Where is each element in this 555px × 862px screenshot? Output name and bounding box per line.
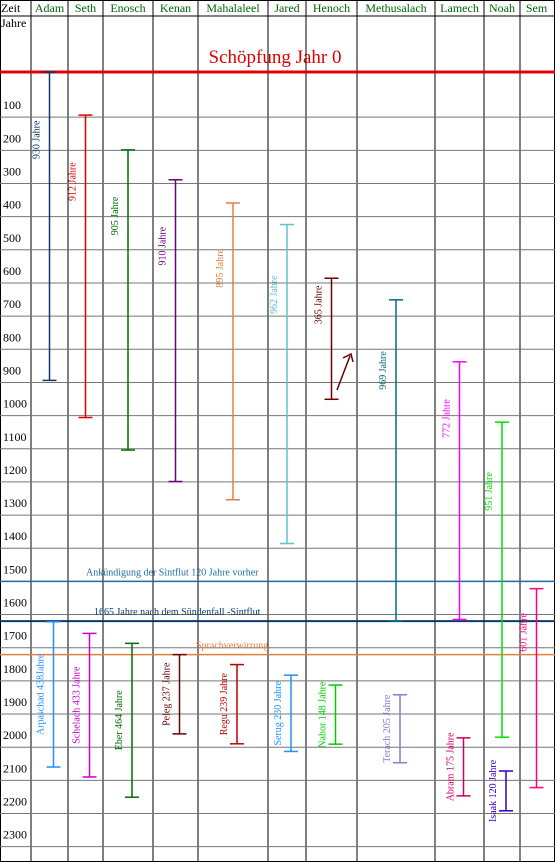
lifespan-label: Abram 175 Jahre — [446, 732, 457, 801]
y-tick-label: 500 — [3, 231, 21, 245]
lifespan-label: 951 Jahre — [484, 472, 495, 511]
lifespans: 930 Jahre 912 Jahre 905 Jahre 910 Jahre 895 … — [32, 71, 544, 822]
title: Schöpfung Jahr 0 — [209, 47, 342, 68]
column-header: Henoch — [313, 1, 350, 15]
lifespan: 930 Jahre — [32, 71, 57, 382]
y-tick-label: 400 — [3, 198, 21, 212]
later-lifespan: Serug 230 Jahre — [273, 674, 298, 753]
column-header: Enosch — [110, 1, 145, 15]
lifespan-label: Nahor 148 Jahre — [318, 681, 329, 748]
y-tick-label: 1500 — [3, 562, 27, 576]
lifespan: 772 Jahre — [442, 361, 467, 621]
lifespan-label: Terach 205 Jahre — [382, 694, 393, 763]
later-lifespan: Eber 464 Jahre — [114, 642, 139, 798]
later-lifespan: Isaak 120 Jahre — [488, 759, 513, 822]
enoch-arrow-shaft — [336, 355, 351, 391]
lifespan-label: 910 Jahre — [158, 226, 169, 265]
lifespan-label: Schelach 433 Jahre — [72, 666, 83, 744]
later-lifespan: Schelach 433 Jahre — [72, 632, 97, 778]
event-label: Ankündigung der Sintflut 120 Jahre vorhe… — [86, 567, 259, 578]
lifespan-label: Regu 239 Jahre — [219, 673, 230, 736]
lifespan-label: Eber 464 Jahre — [114, 690, 125, 751]
lifespan-label: Serug 230 Jahre — [273, 681, 284, 746]
lifespan: 912 Jahre — [68, 114, 93, 419]
x-axis-label: Zeit — [1, 1, 21, 15]
y-tick-label: 700 — [3, 297, 21, 311]
y-tick-label: 900 — [3, 363, 21, 377]
lifespan: 365 Jahre — [314, 277, 339, 401]
y-tick-label: 2300 — [3, 828, 27, 842]
enoch-arrow — [336, 352, 354, 391]
lifespan-label: 912 Jahre — [68, 162, 79, 201]
lifespan-label: 365 Jahre — [314, 285, 325, 324]
y-axis-label: Jahre — [1, 16, 26, 30]
later-lifespan: Peleg 237 Jahre — [162, 653, 187, 735]
column-header: Noah — [489, 1, 515, 15]
y-tick-label: 300 — [3, 164, 21, 178]
lifespan-label: 601 Jahre — [519, 613, 530, 652]
lifespan: 601 Jahre — [519, 587, 544, 789]
column-header: Kenan — [160, 1, 191, 15]
enoch-arrow-head — [342, 352, 354, 363]
later-lifespan: Abram 175 Jahre — [446, 732, 471, 801]
y-tick-label: 1700 — [3, 629, 27, 643]
column-header: Methusalach — [365, 1, 426, 15]
lifespan-label: Arpaschad 438Jahre — [36, 653, 47, 735]
y-tick-label: 2200 — [3, 795, 27, 809]
lifespan: 962 Jahre — [269, 223, 294, 545]
y-tick-label: 1600 — [3, 596, 27, 610]
y-tick-label: 600 — [3, 264, 21, 278]
column-header: Mahalaleel — [206, 1, 260, 15]
y-tick-label: 1300 — [3, 496, 27, 510]
lifespan-label: 772 Jahre — [442, 399, 453, 438]
lifespan: 951 Jahre — [484, 421, 509, 738]
column-header: Sem — [526, 1, 548, 15]
lifespan-label: 969 Jahre — [378, 351, 389, 390]
event-label: 1665 Jahre nach dem Sündenfall -Sintflut — [94, 607, 261, 618]
lifespan-label: Isaak 120 Jahre — [488, 759, 499, 822]
lifespan-label: 962 Jahre — [269, 275, 280, 314]
events: Ankündigung der Sintflut 120 Jahre vorhe… — [0, 567, 555, 656]
y-tick-label: 1100 — [3, 430, 27, 444]
y-tick-label: 1800 — [3, 662, 27, 676]
y-tick-label: 100 — [3, 98, 21, 112]
lifespan-label: Peleg 237 Jahre — [162, 662, 173, 726]
y-tick-label: 1900 — [3, 695, 27, 709]
lifespan-label: 905 Jahre — [110, 196, 121, 235]
event-label: Sprachverwirrung — [196, 641, 268, 652]
column-headers: Adam Seth Enosch Kenan Mahalaleel Jared Henoch… — [35, 1, 548, 15]
column-header: Adam — [35, 1, 65, 15]
y-tick-label: 2000 — [3, 728, 27, 742]
y-tick-labels: 100 200 300 400 500 600 700 800 900 1000 1100 1200 1… — [3, 98, 27, 862]
lifespan: 910 Jahre — [158, 179, 183, 483]
lifespan-label: 930 Jahre — [32, 120, 43, 159]
later-lifespan: Terach 205 Jahre — [382, 693, 407, 764]
y-tick-label: 1000 — [3, 397, 27, 411]
later-lifespan: Regu 239 Jahre — [219, 663, 244, 745]
lifespan: 969 Jahre — [378, 299, 403, 622]
later-lifespan: Arpaschad 438Jahre — [36, 621, 61, 768]
y-tick-label: 1200 — [3, 463, 27, 477]
y-tick-label: 800 — [3, 330, 21, 344]
y-tick-label: 1400 — [3, 529, 27, 543]
column-header: Jared — [274, 1, 299, 15]
lifespan-label: 895 Jahre — [215, 248, 226, 287]
lifespan: 895 Jahre — [215, 202, 240, 501]
y-tick-label: 200 — [3, 131, 21, 145]
y-tick-label: 2100 — [3, 761, 27, 775]
y-tick-label: 2400 — [3, 861, 27, 862]
later-lifespan: Nahor 148 Jahre — [318, 681, 343, 748]
column-header: Lamech — [440, 1, 479, 15]
lifespan: 905 Jahre — [110, 149, 135, 451]
column-header: Seth — [75, 1, 96, 15]
